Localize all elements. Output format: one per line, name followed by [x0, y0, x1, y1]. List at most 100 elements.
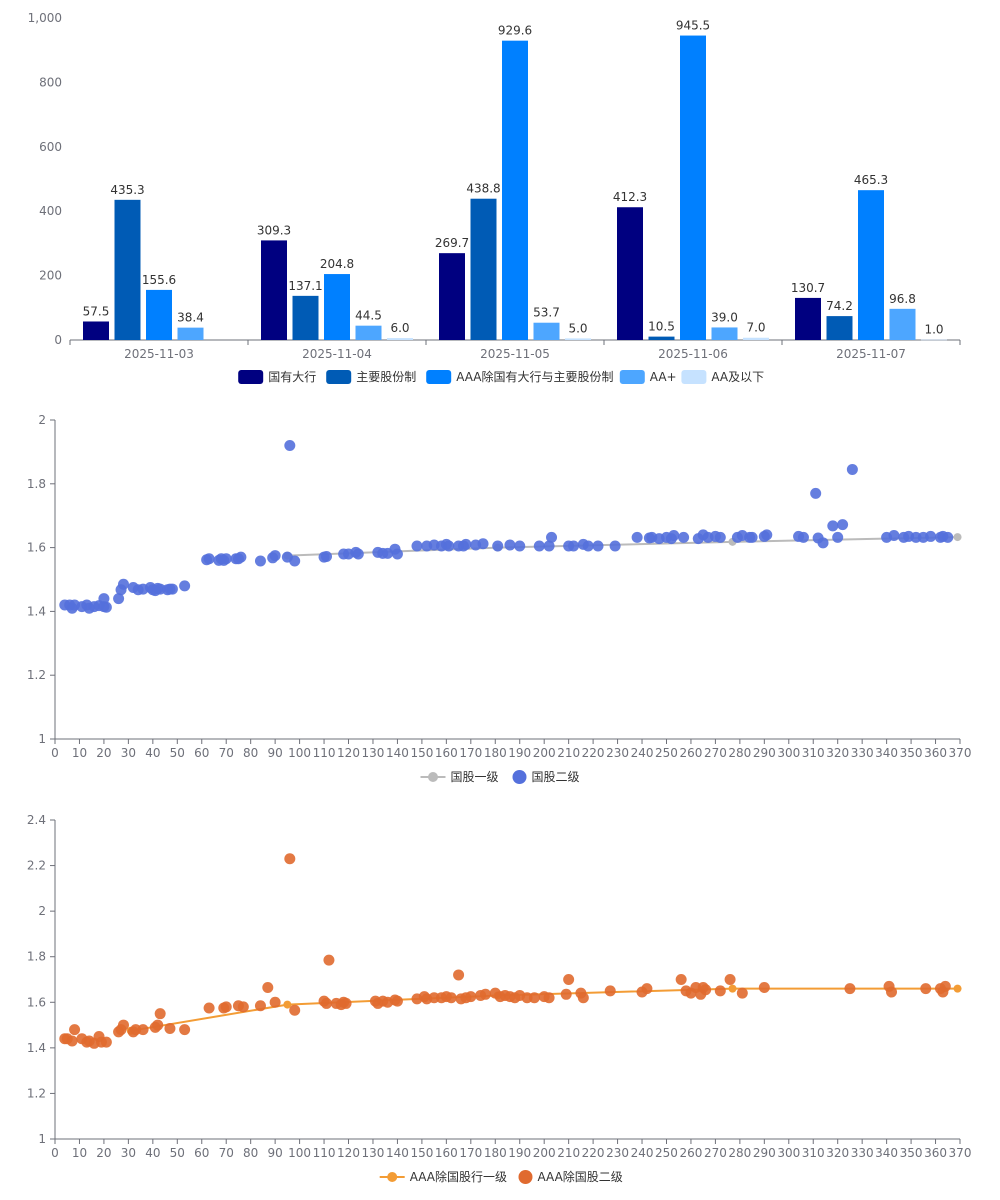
scatter-point: [262, 981, 274, 993]
x-tick-label: 190: [508, 1146, 531, 1160]
scatter-point: [321, 997, 332, 1009]
y-tick-label: 2.2: [27, 859, 46, 873]
legend-scatter-marker: [512, 770, 527, 784]
scatter-point: [504, 539, 516, 551]
legend-label: AAA除国股行一级: [410, 1169, 507, 1184]
legend-swatch: [326, 370, 352, 384]
bar: [743, 337, 769, 340]
y-tick-label: 1.6: [27, 995, 46, 1009]
x-tick-label: 80: [243, 1146, 258, 1160]
series-scatter: [59, 440, 954, 614]
x-tick-label: 330: [851, 746, 874, 760]
scatter-point: [543, 540, 555, 552]
scatter-point: [888, 529, 900, 541]
x-tick-label: 340: [875, 1146, 898, 1160]
legend-label: 国有大行: [268, 370, 316, 384]
x-tick-label: 2025-11-04: [302, 347, 372, 361]
data-label: 53.7: [533, 306, 560, 320]
data-label: 57.5: [83, 304, 110, 318]
x-tick-label: 150: [410, 1146, 433, 1160]
data-label: 44.5: [355, 309, 382, 323]
data-label: 435.3: [110, 183, 144, 197]
scatter-point: [678, 531, 690, 543]
scatter-point: [543, 992, 555, 1004]
scatter-point: [641, 983, 653, 995]
x-tick-label: 50: [170, 746, 185, 760]
y-tick-label: 1.4: [27, 1041, 46, 1055]
line-point: [728, 984, 737, 993]
x-tick-label: 230: [606, 746, 629, 760]
bar: [680, 35, 706, 340]
x-tick-label: 240: [631, 746, 654, 760]
scatter-point: [391, 548, 403, 560]
scatter-point: [844, 983, 856, 995]
scatter-point: [69, 1024, 81, 1036]
x-tick-label: 340: [875, 746, 898, 760]
scatter-point: [724, 974, 736, 985]
legend-scatter-marker: [518, 1170, 533, 1184]
scatter-point: [563, 974, 575, 985]
legend-label: 国股一级: [451, 770, 499, 784]
scatter-point: [514, 540, 526, 552]
scatter-point: [546, 531, 558, 543]
x-tick-label: 170: [459, 1146, 482, 1160]
scatter-point: [220, 553, 232, 565]
x-tick-label: 180: [484, 1146, 507, 1160]
scatter-point: [827, 520, 839, 532]
scatter-point: [284, 440, 296, 452]
scatter-chart-aaa: 1 1.2 1.4 1.6 1.8 2 2.2 2.4 0 10 20 30 40 50 60 70 80 90…: [27, 813, 971, 1184]
x-tick-label: 160: [435, 746, 458, 760]
y-tick-label: 1.2: [27, 1086, 46, 1100]
scatter-point: [675, 974, 687, 985]
scatter-chart-guogu: 1 1.2 1.4 1.6 1.8 2 0 10 20 30 40 50 60 70 80 90 100 110…: [27, 413, 972, 784]
legend-swatch: [681, 370, 707, 384]
data-label: 155.6: [142, 273, 176, 287]
data-label: 74.2: [826, 299, 853, 313]
x-tick-label: 2025-11-07: [836, 347, 906, 361]
scatter-point: [604, 985, 616, 997]
scatter-point: [714, 985, 726, 997]
bar: [565, 338, 591, 340]
legend: AAA除国股行一级 AAA除国股二级: [379, 1169, 623, 1184]
x-tick-label: 240: [631, 1146, 654, 1160]
scatter-point: [100, 601, 112, 613]
x-tick-label: 250: [655, 746, 678, 760]
x-tick-label: 2025-11-06: [658, 347, 728, 361]
scatter-point: [352, 548, 364, 560]
y-tick-label: 1: [38, 732, 46, 746]
y-tick-label: 1.6: [27, 541, 46, 555]
bar: [470, 198, 497, 340]
x-tick-label: 10: [72, 1146, 87, 1160]
legend-swatch: [619, 370, 645, 384]
x-tick-label: 210: [557, 746, 580, 760]
y-tick-label: 1: [38, 1132, 46, 1146]
scatter-point: [492, 540, 504, 552]
x-tick-label: 310: [802, 1146, 825, 1160]
scatter-point: [846, 463, 858, 475]
data-label: 438.8: [466, 182, 500, 196]
x-tick-label: 200: [533, 746, 556, 760]
data-label: 10.5: [648, 320, 675, 334]
scatter-point: [323, 954, 335, 966]
line-point: [953, 984, 962, 993]
bar: [439, 253, 465, 340]
scatter-point: [465, 991, 477, 1003]
scatter-point: [340, 997, 352, 1009]
legend-line-marker: [387, 1172, 398, 1182]
x-tick-label: 370: [949, 746, 972, 760]
x-tick-label: 260: [679, 1146, 702, 1160]
x-tick-label: 150: [410, 746, 433, 760]
scatter-point: [592, 540, 604, 552]
y-tick-label: 800: [39, 75, 62, 89]
scatter-point: [117, 1019, 129, 1031]
scatter-point: [942, 531, 954, 543]
x-tick-label: 350: [900, 1146, 923, 1160]
data-label: 39.0: [711, 310, 738, 324]
x-tick-label: 60: [194, 1146, 209, 1160]
bar: [355, 325, 382, 340]
x-tick-label: 190: [508, 746, 531, 760]
x-tick-label: 90: [267, 1146, 282, 1160]
bar: [711, 327, 738, 340]
bar: [826, 316, 853, 340]
